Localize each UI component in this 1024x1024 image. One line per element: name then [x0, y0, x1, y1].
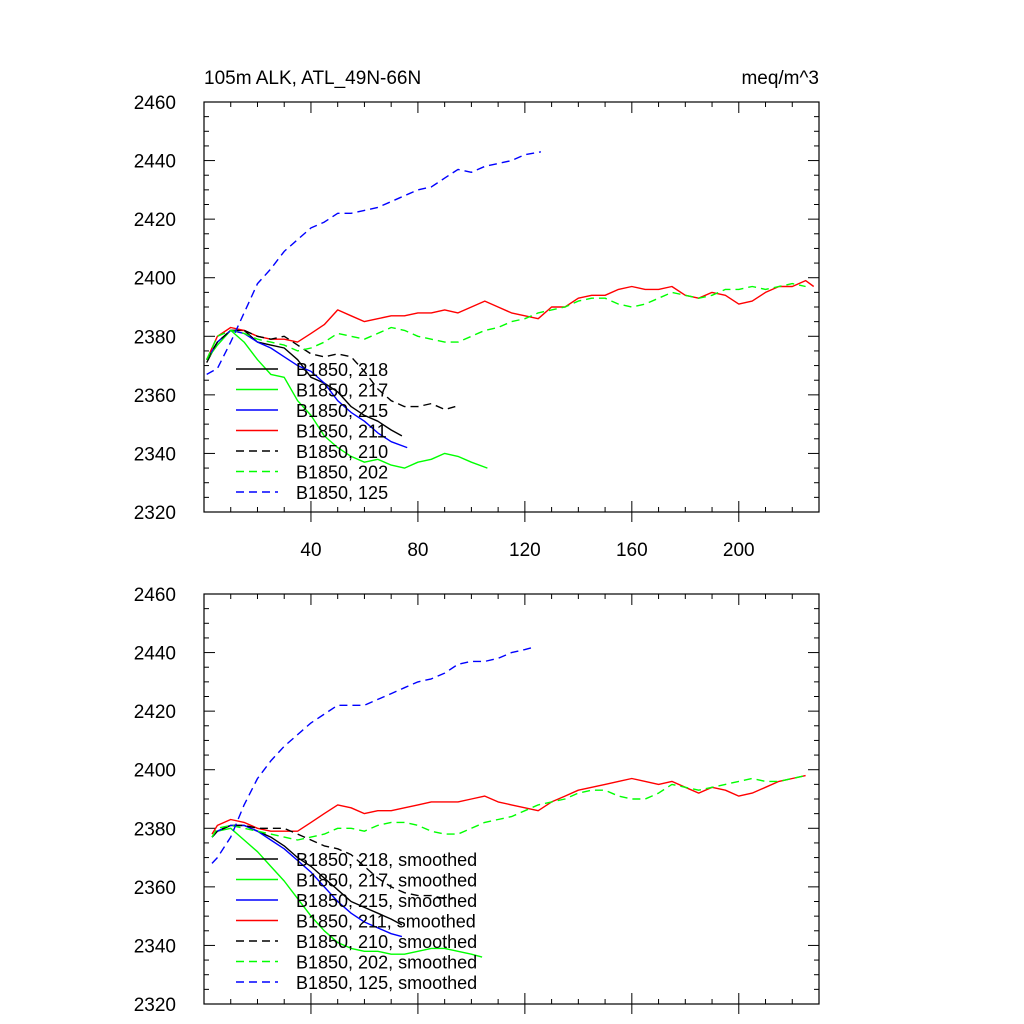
x-tick-label: 160 [616, 540, 648, 561]
series-line [206, 279, 815, 360]
legend-label: B1850, 210, smoothed [296, 932, 477, 952]
series-group [211, 646, 806, 958]
legend-label: B1850, 215 [296, 401, 388, 421]
y-tick-label: 2360 [134, 878, 176, 899]
y-tick-label: 2460 [134, 585, 176, 606]
series-line [206, 282, 806, 360]
series-line [211, 827, 483, 958]
y-tick-label: 2360 [134, 386, 176, 407]
top-panel: 40 80 120 160 200 2460 2440 2420 2400 2380 2360 234… [134, 93, 820, 561]
y-tick-label: 2380 [134, 819, 176, 840]
x-tick-label: 200 [723, 540, 755, 561]
y-tick-label: 2420 [134, 210, 176, 231]
legend-label: B1850, 217 [296, 381, 388, 401]
y-tick-label: 2420 [134, 702, 176, 723]
series-line [206, 329, 456, 411]
series-line [211, 646, 536, 864]
series-line [206, 151, 542, 376]
y-tick-label: 2440 [134, 644, 176, 665]
series-line [206, 329, 488, 469]
x-tick-label: 120 [509, 540, 541, 561]
legend-label: B1850, 218 [296, 360, 388, 380]
y-tick-label: 2400 [134, 269, 176, 290]
legend-label: B1850, 202 [296, 463, 388, 483]
y-tick-label: 2400 [134, 761, 176, 782]
legend-label: B1850, 218, smoothed [296, 850, 477, 870]
legend-label: B1850, 211, smoothed [296, 912, 476, 932]
y-tick-label: 2460 [134, 93, 176, 114]
series-group [206, 151, 815, 469]
y-tick-label: 2380 [134, 327, 176, 348]
chart-title: 105m ALK, ATL_49N-66N [204, 68, 421, 89]
x-tick-label: 40 [300, 540, 321, 561]
x-tick-label: 80 [407, 540, 428, 561]
bottom-panel: 2460 2440 2420 2400 2380 2360 2340 2320 B1850, 2… [134, 585, 820, 1016]
legend-label: B1850, 202, smoothed [296, 953, 477, 973]
y-tick-label: 2340 [134, 936, 176, 957]
y-tick-label: 2320 [134, 995, 176, 1016]
legend-label: B1850, 217, smoothed [296, 871, 477, 891]
legend-label: B1850, 215, smoothed [296, 891, 477, 911]
chart-units: meq/m^3 [741, 68, 819, 89]
series-line [206, 329, 408, 449]
legend-label: B1850, 210 [296, 442, 388, 462]
legend-label: B1850, 125, smoothed [296, 973, 477, 993]
legend-label: B1850, 211 [296, 422, 387, 442]
y-tick-label: 2340 [134, 444, 176, 465]
y-tick-label: 2440 [134, 152, 176, 173]
series-line [211, 824, 453, 900]
series-line [211, 774, 806, 835]
y-tick-label: 2320 [134, 503, 176, 524]
series-line [211, 774, 806, 841]
legend-label: B1850, 125 [296, 483, 388, 503]
